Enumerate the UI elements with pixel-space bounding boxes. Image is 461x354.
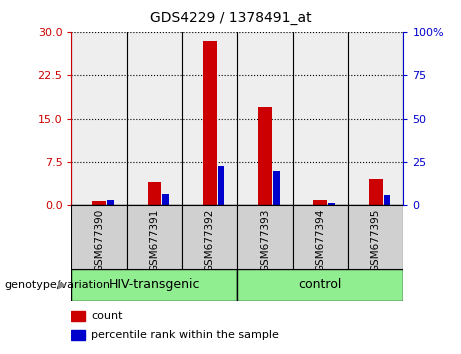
Text: control: control: [299, 279, 342, 291]
Bar: [182, 205, 237, 269]
Text: GSM677392: GSM677392: [205, 209, 215, 272]
Bar: [107, 200, 114, 205]
Text: genotype/variation: genotype/variation: [5, 280, 111, 290]
Text: ▶: ▶: [59, 280, 67, 290]
Bar: [237, 32, 293, 205]
Bar: [127, 205, 182, 269]
Bar: [92, 201, 106, 205]
Text: GSM677394: GSM677394: [315, 209, 325, 272]
Bar: [71, 205, 127, 269]
Text: count: count: [91, 311, 123, 321]
Bar: [348, 32, 403, 205]
Text: GSM677395: GSM677395: [371, 209, 381, 272]
Bar: [313, 200, 327, 205]
Bar: [127, 32, 182, 205]
Bar: [369, 179, 383, 205]
Bar: [71, 330, 85, 340]
Bar: [258, 107, 272, 205]
Bar: [71, 32, 127, 205]
Bar: [273, 171, 280, 205]
Text: HIV-transgenic: HIV-transgenic: [109, 279, 200, 291]
Bar: [162, 194, 169, 205]
Text: GSM677393: GSM677393: [260, 209, 270, 272]
Bar: [328, 203, 335, 205]
Bar: [182, 32, 237, 205]
Bar: [237, 269, 403, 301]
Bar: [293, 205, 348, 269]
Bar: [203, 41, 217, 205]
Bar: [384, 195, 390, 205]
Bar: [293, 32, 348, 205]
Bar: [348, 205, 403, 269]
Bar: [71, 311, 85, 321]
Text: GDS4229 / 1378491_at: GDS4229 / 1378491_at: [150, 11, 311, 25]
Bar: [218, 166, 225, 205]
Text: GSM677391: GSM677391: [149, 209, 160, 272]
Text: GSM677390: GSM677390: [94, 209, 104, 272]
Bar: [148, 182, 161, 205]
Bar: [237, 205, 293, 269]
Bar: [71, 269, 237, 301]
Text: percentile rank within the sample: percentile rank within the sample: [91, 330, 279, 340]
